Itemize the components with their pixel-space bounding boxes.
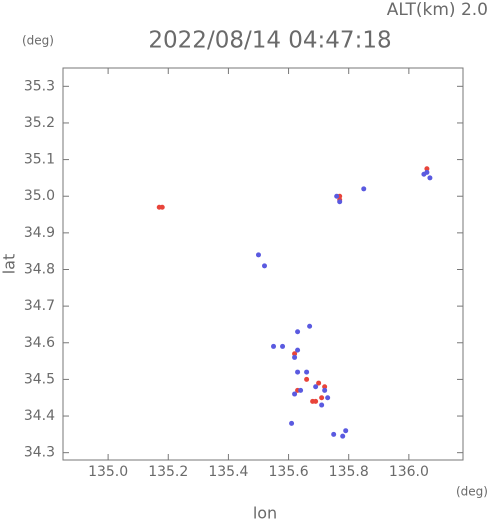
x-unit: (deg) [456,485,488,499]
point [304,376,310,382]
point [295,329,301,335]
y-tick-label: 35.2 [24,115,55,131]
point [334,193,340,199]
y-tick-label: 34.6 [24,335,55,351]
point [343,428,349,434]
point [307,323,313,329]
point [289,420,295,426]
y-axis-label: lat [0,254,19,275]
y-tick-label: 34.9 [24,225,55,241]
point [424,166,430,172]
point [319,395,325,401]
point [156,204,162,210]
y-tick-label: 34.5 [24,371,55,387]
point [316,380,322,386]
x-tick-label: 136.0 [389,464,429,480]
point [295,369,301,375]
y-unit: (deg) [22,34,54,48]
y-tick-label: 34.8 [24,261,55,277]
y-tick-label: 35.0 [24,188,55,204]
point [313,398,319,404]
y-tick-label: 34.7 [24,298,55,314]
point [322,384,328,390]
point [292,354,298,360]
point [292,351,298,357]
point [271,343,277,349]
plot-frame [62,67,464,461]
point [331,431,337,437]
point [292,391,298,397]
y-tick-label: 35.1 [24,152,55,168]
x-axis-label: lon [253,504,277,522]
point [325,395,331,401]
point [255,252,261,258]
point [340,433,346,439]
point [427,175,433,181]
point [262,263,268,269]
x-tick-label: 135.4 [208,464,248,480]
x-tick-label: 135.0 [88,464,128,480]
y-tick-label: 34.3 [24,445,55,461]
y-tick-label: 35.3 [24,78,55,94]
point [295,347,301,353]
point [424,169,430,175]
point [304,369,310,375]
point [337,199,343,205]
point [319,402,325,408]
point [280,343,286,349]
y-tick-label: 34.4 [24,408,55,424]
x-tick-label: 135.8 [329,464,369,480]
point [313,384,319,390]
x-tick-label: 135.6 [269,464,309,480]
chart-title: 2022/08/14 04:47:18 [148,28,391,54]
point [322,387,328,393]
altitude-label: ALT(km) 2.0 [387,0,488,20]
x-tick-label: 135.2 [148,464,188,480]
point [298,387,304,393]
point [361,186,367,192]
